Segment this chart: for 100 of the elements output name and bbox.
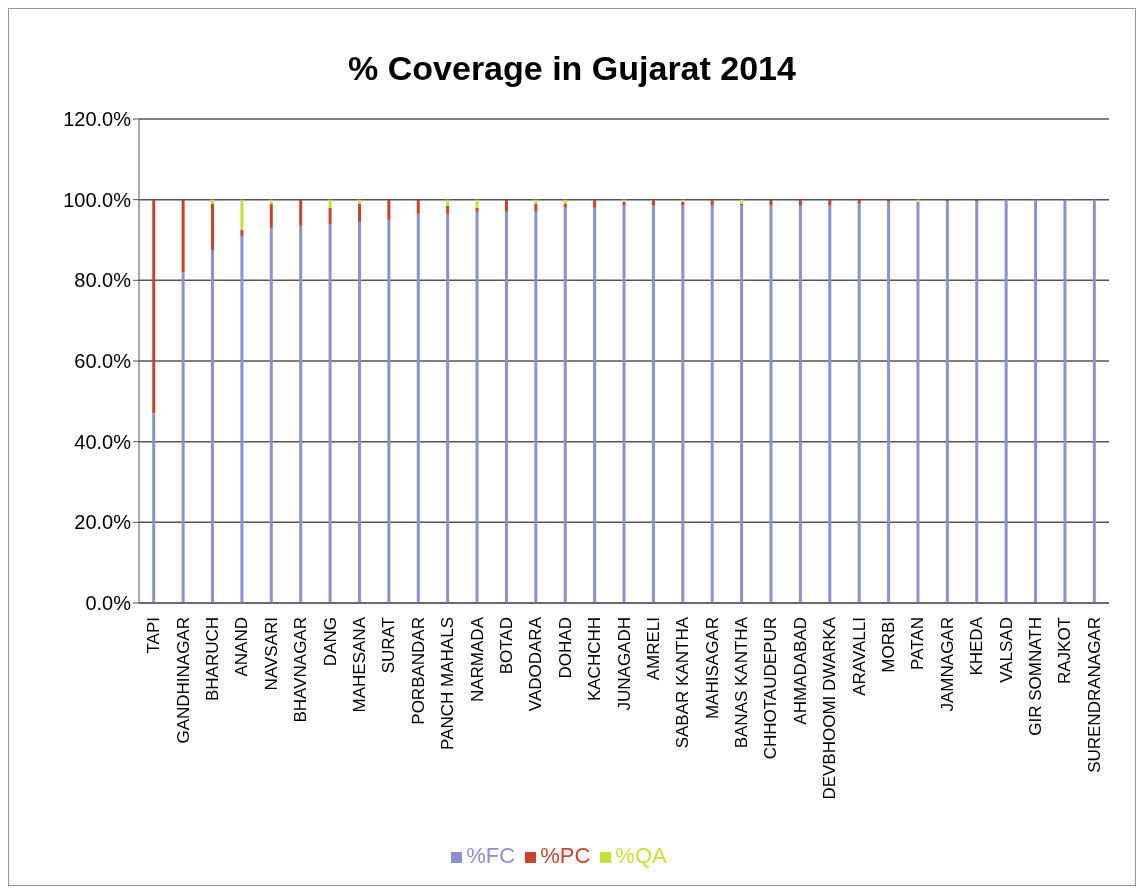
x-tick-label: AMRELI	[643, 617, 663, 681]
bar	[446, 205, 450, 214]
bar	[622, 201, 626, 206]
x-tick-label: ANAND	[232, 617, 252, 677]
bar	[798, 199, 802, 206]
y-tick-label: 40.0%	[74, 430, 132, 453]
bar	[828, 205, 832, 603]
bar	[593, 207, 597, 603]
x-tick-label: BHAVNAGAR	[291, 617, 311, 723]
bar	[211, 203, 215, 251]
bar	[740, 199, 744, 204]
x-tick-label: PANCH MAHALS	[438, 617, 458, 750]
chart-title: % Coverage in Gujarat 2014	[347, 49, 797, 89]
bar	[1092, 199, 1096, 603]
x-tick-label: NAVSARI	[261, 617, 281, 691]
bar	[681, 201, 685, 206]
x-tick-label: BANAS KANTHA	[732, 616, 752, 749]
x-tick-label: BOTAD	[496, 617, 516, 675]
bar	[534, 199, 538, 204]
bar	[240, 199, 244, 230]
y-tick-label: 20.0%	[74, 511, 132, 534]
bar	[887, 201, 891, 603]
bar	[211, 199, 215, 204]
x-tick-label: AHMADABAD	[790, 617, 810, 725]
x-tick-label: MORBI	[879, 617, 899, 673]
x-tick-label: MAHISAGAR	[702, 617, 722, 720]
bar	[240, 229, 244, 236]
bar	[1063, 199, 1067, 603]
x-tick-label: VADODARA	[526, 616, 546, 712]
x-tick-label: VALSAD	[996, 617, 1016, 683]
bar	[916, 199, 920, 202]
bar	[475, 207, 479, 212]
bar	[211, 250, 215, 603]
bar	[387, 219, 391, 603]
x-tick-label: SABAR KANTHA	[673, 616, 693, 749]
bar	[357, 203, 361, 222]
x-tick-label: ARAVALLI	[849, 617, 869, 696]
legend-label: %PC	[540, 843, 591, 868]
bar	[240, 235, 244, 603]
bar	[269, 203, 273, 228]
bar	[622, 205, 626, 603]
bar	[357, 199, 361, 204]
bar	[152, 413, 156, 603]
bar	[446, 199, 450, 206]
bar	[651, 199, 655, 206]
x-tick-label: GANDHINAGAR	[173, 617, 193, 744]
y-tick-label: 80.0%	[74, 269, 132, 292]
bar	[269, 227, 273, 603]
y-tick-label: 100.0%	[63, 188, 132, 211]
x-tick-label: NARMADA	[467, 616, 487, 703]
bar	[1004, 199, 1008, 603]
bar	[740, 203, 744, 206]
bar	[593, 199, 597, 208]
bar	[328, 223, 332, 603]
bar	[681, 205, 685, 603]
x-tick-label: SURENDRANAGAR	[1084, 617, 1104, 773]
x-tick-label: PATAN	[908, 617, 928, 670]
bar	[387, 199, 391, 220]
bar	[534, 203, 538, 212]
x-tick-label: DANG	[320, 617, 340, 667]
bar	[504, 199, 508, 212]
bar	[769, 205, 773, 603]
x-tick-label: KHEDA	[967, 616, 987, 676]
bar	[651, 205, 655, 603]
bar	[181, 272, 185, 603]
x-tick-label: JAMNAGAR	[937, 617, 957, 712]
bar	[416, 199, 420, 214]
bar	[563, 199, 567, 204]
bar	[269, 199, 273, 204]
bar	[299, 225, 303, 603]
bar	[710, 199, 714, 206]
y-tick-label: 60.0%	[74, 350, 132, 373]
legend-label: %QA	[615, 843, 667, 868]
bar	[740, 205, 744, 603]
bar	[446, 213, 450, 603]
bar	[563, 203, 567, 208]
x-tick-label: SURAT	[379, 617, 399, 674]
x-tick-label: JUNAGADH	[614, 617, 634, 711]
bar	[475, 199, 479, 208]
bar	[357, 221, 361, 603]
bar	[504, 211, 508, 603]
bar	[416, 213, 420, 603]
bar	[328, 199, 332, 208]
x-tick-label: KACHCHH	[585, 617, 605, 702]
bar	[299, 199, 303, 226]
x-tick-label: CHHOTAUDEPUR	[761, 617, 781, 760]
bar	[945, 201, 949, 603]
bar	[916, 201, 920, 603]
bar	[828, 199, 832, 206]
bar	[152, 199, 156, 414]
bar	[181, 199, 185, 273]
bar	[681, 199, 685, 202]
bar	[328, 207, 332, 224]
bar	[975, 199, 979, 202]
x-tick-label: GIR SOMNATH	[1026, 617, 1046, 736]
legend-label: %FC	[466, 843, 516, 868]
x-tick-label: MAHESANA	[349, 616, 369, 713]
bar	[975, 201, 979, 603]
x-tick-label: DEVBHOOMI DWARKA	[820, 616, 840, 800]
bar	[563, 207, 567, 603]
